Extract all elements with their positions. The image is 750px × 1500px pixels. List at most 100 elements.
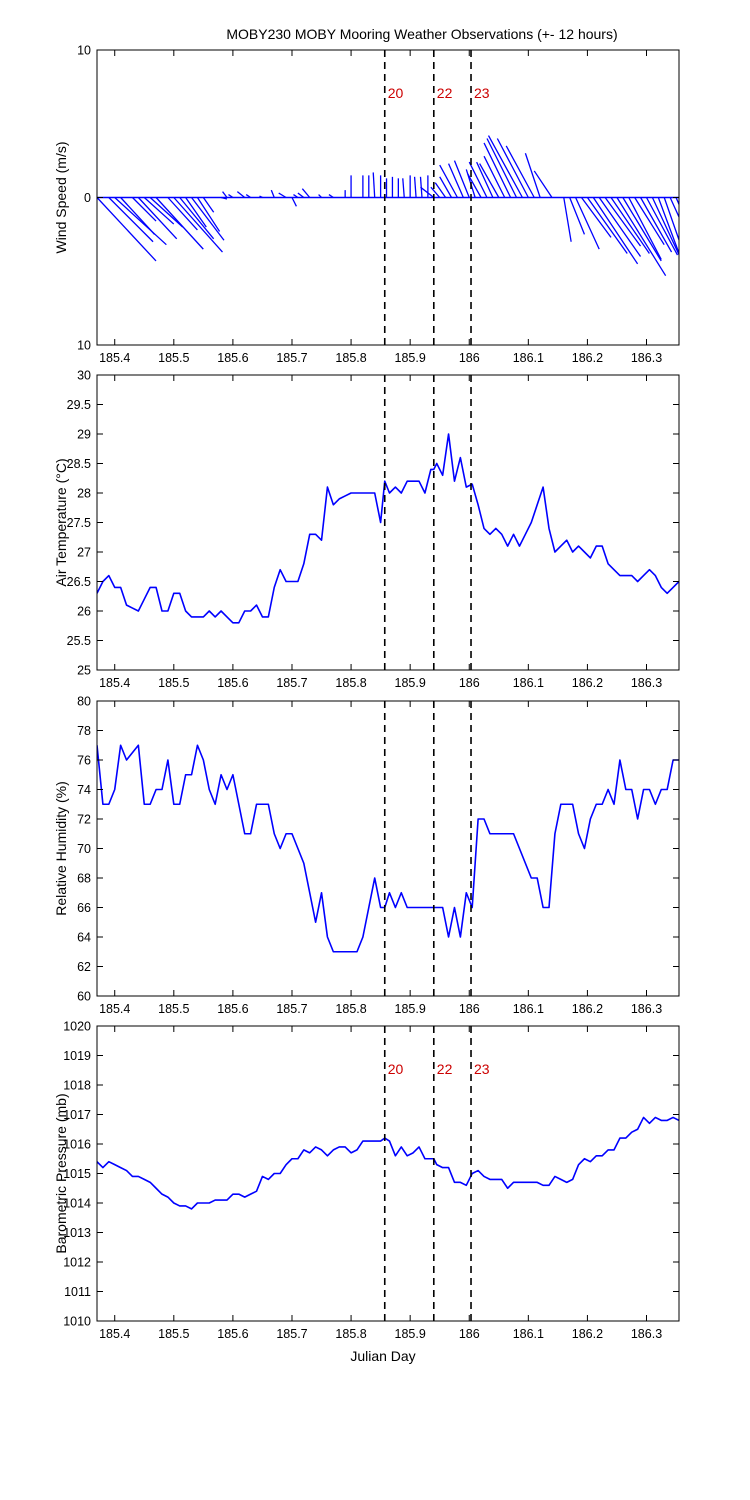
y-axis-label-humidity: Relative Humidity (%) xyxy=(53,781,69,916)
wind-vector xyxy=(301,188,311,198)
y-tick-label: 27.5 xyxy=(67,516,91,530)
y-tick-label: 28.5 xyxy=(67,457,91,471)
data-layer-wind xyxy=(97,135,679,277)
y-tick-label: 74 xyxy=(77,783,91,797)
y-tick-label: 1020 xyxy=(63,1020,91,1034)
event-label-23: 23 xyxy=(474,1061,490,1077)
wind-vector xyxy=(120,197,156,235)
wind-vector xyxy=(640,197,673,253)
wind-vector xyxy=(434,182,447,198)
wind-vector xyxy=(114,197,167,246)
x-tick-label: 185.7 xyxy=(276,1002,307,1016)
y-tick-label: 1014 xyxy=(63,1197,91,1211)
wind-vector xyxy=(328,194,334,199)
wind-vector xyxy=(569,197,586,235)
y-tick-label: 1010 xyxy=(63,1315,91,1329)
wind-vector xyxy=(524,153,541,198)
wind-vector xyxy=(220,196,228,200)
wind-vector xyxy=(291,197,297,207)
x-tick-label: 185.7 xyxy=(276,1327,307,1341)
wind-vector xyxy=(467,173,482,198)
y-tick-label: 26 xyxy=(77,605,91,619)
wind-vector xyxy=(669,197,679,219)
wind-vector xyxy=(622,197,662,262)
plot-area-humidity xyxy=(97,701,679,996)
y-axis-label-wind: Wind Speed (m/s) xyxy=(53,141,69,253)
x-tick-label: 186.1 xyxy=(513,1002,544,1016)
x-tick-label: 186 xyxy=(459,1002,480,1016)
y-tick-label: 1011 xyxy=(64,1285,91,1299)
event-label-22: 22 xyxy=(437,1061,453,1077)
wind-vector xyxy=(155,197,204,250)
x-tick-label: 185.7 xyxy=(276,676,307,690)
wind-vector xyxy=(483,142,512,198)
y-tick-label: 29 xyxy=(77,428,91,442)
y-tick-label: 78 xyxy=(77,724,91,738)
y-tick-label: 64 xyxy=(77,931,91,945)
wind-vector xyxy=(149,197,184,228)
x-tick-label: 185.5 xyxy=(158,351,189,365)
wind-vector xyxy=(479,163,500,198)
wind-vector xyxy=(651,197,679,257)
wind-vector xyxy=(439,176,453,198)
x-tick-label: 185.4 xyxy=(99,351,130,365)
wind-vector xyxy=(563,197,572,242)
x-tick-label: 186.3 xyxy=(631,1002,662,1016)
y-tick-label: 70 xyxy=(77,842,91,856)
x-tick-label: 186 xyxy=(459,1327,480,1341)
wind-vector xyxy=(173,197,223,253)
x-tick-label: 185.9 xyxy=(395,351,426,365)
figure-title: MOBY230 MOBY Mooring Weather Observation… xyxy=(226,26,617,42)
wind-vector xyxy=(185,197,207,228)
y-axis-label-airtemp: Air Temperature (°C) xyxy=(53,458,69,586)
x-tick-label: 185.4 xyxy=(99,1002,130,1016)
wind-vector xyxy=(447,163,464,198)
wind-vector xyxy=(293,194,299,199)
y-tick-label: 25 xyxy=(77,664,91,678)
wind-vector xyxy=(486,138,518,198)
wind-vector xyxy=(108,197,154,243)
wind-vector xyxy=(402,178,405,198)
event-label-20: 20 xyxy=(388,1061,404,1077)
y-tick-label: 60 xyxy=(77,990,91,1004)
x-tick-label: 185.8 xyxy=(335,1002,366,1016)
y-tick-label: 1013 xyxy=(63,1226,91,1240)
x-tick-label: 186.1 xyxy=(513,676,544,690)
wind-vector xyxy=(179,197,215,240)
x-tick-label: 186.2 xyxy=(572,1002,603,1016)
wind-vector xyxy=(483,155,506,198)
y-tick-label: 76 xyxy=(77,754,91,768)
x-tick-label: 185.4 xyxy=(99,676,130,690)
data-layer-airtemp xyxy=(97,433,679,624)
x-tick-label: 186.1 xyxy=(513,1327,544,1341)
wind-vector xyxy=(505,145,535,198)
wind-vector xyxy=(196,197,221,232)
wind-vector xyxy=(476,161,494,198)
y-tick-label: 68 xyxy=(77,872,91,886)
x-tick-label: 185.7 xyxy=(276,351,307,365)
wind-vector xyxy=(167,197,198,231)
x-tick-label: 186 xyxy=(459,351,480,365)
x-tick-label: 185.5 xyxy=(158,1002,189,1016)
data-layer-pressure xyxy=(97,1116,679,1210)
wind-vector xyxy=(222,191,228,198)
panel-airtemp: 25 25.5 26 26.5 27 27.5 28 28.5 29 29.5 30 185.4 185… xyxy=(53,369,680,690)
wind-vector xyxy=(453,160,470,198)
x-tick-label: 185.6 xyxy=(217,676,248,690)
y-tick-label: 1012 xyxy=(63,1256,91,1270)
wind-vector xyxy=(586,197,628,254)
event-label-20: 20 xyxy=(388,85,404,101)
wind-vector xyxy=(657,197,679,255)
wind-vector xyxy=(430,186,441,198)
panel-wind: 20 22 23 10 0 10 185.4 185.5 185.6 185.7 185.8 185.… xyxy=(53,44,680,365)
wind-vector xyxy=(413,176,417,198)
y-tick-label: 10 xyxy=(77,44,91,58)
event-label-22: 22 xyxy=(437,85,453,101)
wind-vector xyxy=(420,186,435,199)
wind-vector xyxy=(610,197,650,254)
y-tick-label: 1016 xyxy=(63,1138,91,1152)
plot-area-airtemp xyxy=(97,375,679,670)
x-tick-label: 186.3 xyxy=(631,676,662,690)
event-label-23: 23 xyxy=(474,85,490,101)
